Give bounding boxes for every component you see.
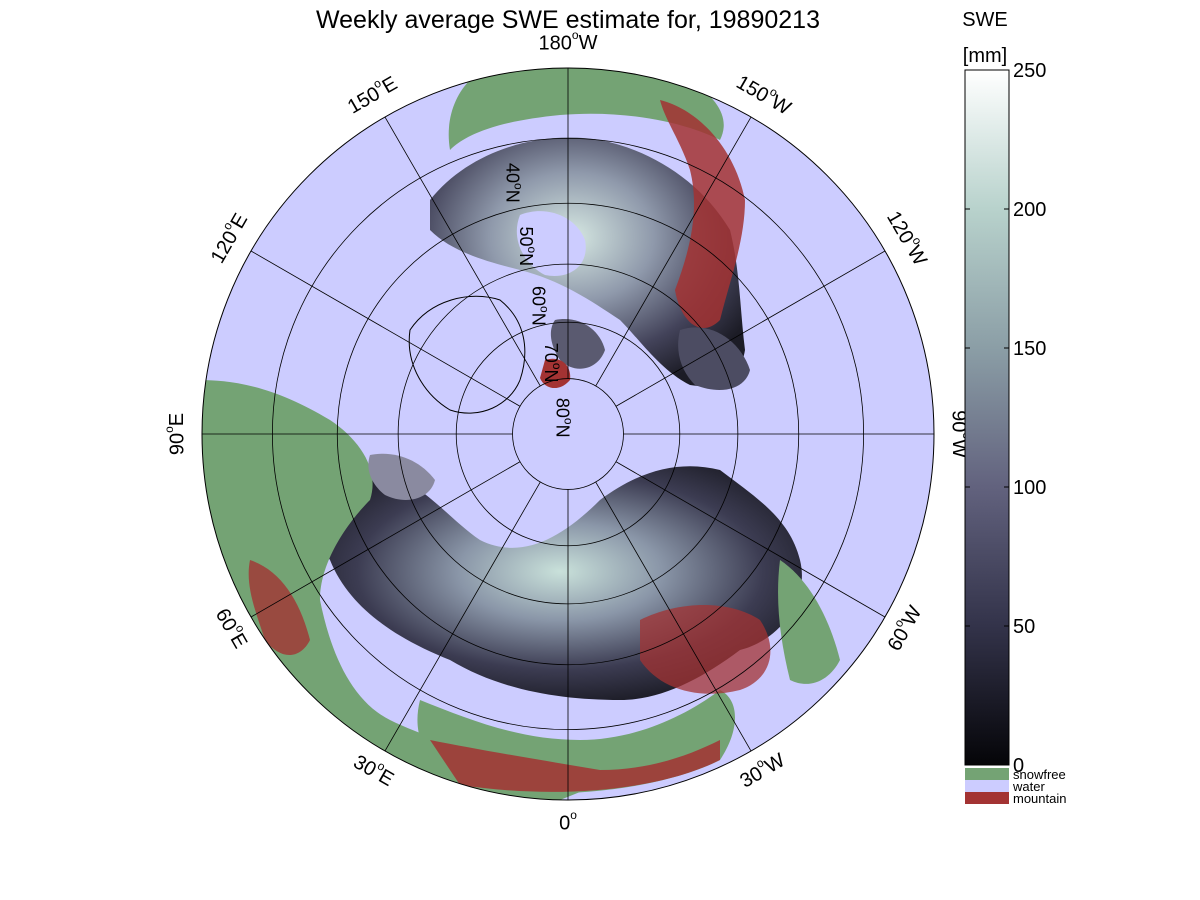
- far-east-snowfree: [778, 560, 840, 684]
- lon-label-90e: 90oE: [162, 413, 188, 455]
- lon-label-150e: 150oE: [342, 69, 401, 118]
- latitude-labels: 80oN 70oN 60oN 50oN 40oN: [503, 163, 576, 438]
- colorbar: SWE [mm] 0 50 100 150 200 250 snowfreewatermo…: [962, 9, 1066, 806]
- colorbar-tick-label: 200: [1013, 199, 1046, 221]
- meridian-120e: [250, 250, 521, 407]
- lat-label-70n: 70oN: [541, 343, 564, 383]
- colorbar-tick-label: 150: [1013, 338, 1046, 360]
- graticule: [202, 68, 934, 800]
- arctic-island-mountain: [540, 358, 571, 389]
- meridian-60w: [615, 461, 886, 618]
- lat-label-80n: 80oN: [552, 398, 575, 438]
- alaska-snow: [678, 327, 750, 390]
- category-swatch-snowfree: [965, 768, 1009, 780]
- caucasus-mountains: [248, 560, 310, 655]
- siberia-mountains: [640, 605, 771, 694]
- colorbar-title-line1: SWE: [962, 9, 1008, 31]
- meridian-30e: [384, 481, 541, 752]
- map-border: [201, 67, 935, 801]
- meridian-60e: [250, 461, 521, 618]
- colorbar-tick-label: 250: [1013, 60, 1046, 82]
- lat-label-40n: 40oN: [503, 163, 526, 203]
- scandinavia-snow: [368, 453, 435, 500]
- colorbar-tick-label: 0: [1013, 755, 1024, 777]
- meridian-150w: [595, 116, 752, 387]
- hudson-bay: [516, 211, 586, 276]
- lon-label-120e: 120oE: [203, 208, 252, 267]
- rockies-mountains: [660, 100, 745, 329]
- meridian-120w: [615, 250, 886, 407]
- map-title: Weekly average SWE estimate for, 1989021…: [316, 6, 820, 34]
- map-disk: [201, 67, 935, 801]
- meridian-30w: [595, 481, 752, 752]
- europe-snowfree: [202, 380, 660, 800]
- lat-label-60n: 60oN: [529, 286, 552, 326]
- colorbar-title-line2: [mm]: [963, 45, 1007, 67]
- north-america-snow: [430, 137, 745, 387]
- lat-label-50n: 50oN: [516, 226, 539, 266]
- colorbar-tick-label: 50: [1013, 616, 1035, 638]
- category-label-water: water: [1012, 779, 1045, 794]
- eurasia-mountains: [430, 740, 720, 792]
- lon-label-0: 0o: [559, 808, 577, 834]
- arctic-islands: [550, 319, 605, 369]
- category-label-mountain: mountain: [1013, 791, 1066, 806]
- colorbar-gradient: [964, 69, 1010, 766]
- lon-label-180w: 180oW: [539, 28, 598, 54]
- usa-snowfree: [448, 68, 724, 150]
- land-layer: [202, 68, 840, 800]
- colorbar-tick-label: 100: [1013, 477, 1046, 499]
- meridian-150e: [384, 116, 541, 387]
- category-swatch-water: [965, 780, 1009, 792]
- category-swatch-mountain: [965, 792, 1009, 804]
- category-label-snowfree: snowfree: [1013, 767, 1066, 782]
- colorbar-ticks: 0 50 100 150 200 250: [965, 60, 1046, 777]
